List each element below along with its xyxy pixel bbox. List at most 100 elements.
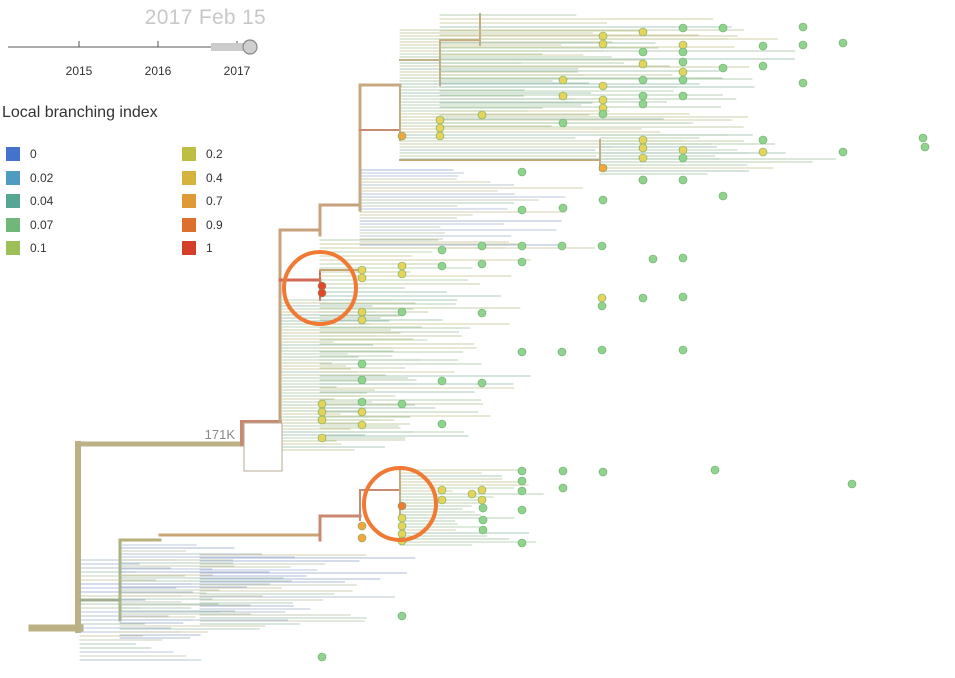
tree-tip bbox=[558, 91, 568, 101]
tree-tip bbox=[397, 261, 407, 271]
tree-tip bbox=[638, 175, 648, 185]
tree-tip bbox=[798, 78, 808, 88]
time-slider[interactable] bbox=[0, 30, 270, 80]
tick-label-2017: 2017 bbox=[223, 64, 251, 78]
legend-label: 0.1 bbox=[30, 241, 47, 255]
tree-tip bbox=[477, 241, 487, 251]
tree-tip bbox=[357, 533, 367, 543]
tree-tip bbox=[847, 479, 857, 489]
tree-tip bbox=[317, 407, 327, 417]
legend-swatch bbox=[182, 147, 196, 161]
legend-item[interactable]: 0.4 bbox=[182, 169, 223, 187]
tree-tip bbox=[597, 301, 607, 311]
legend-label: 0.04 bbox=[30, 194, 54, 208]
legend-swatch bbox=[6, 217, 20, 232]
tree-tip bbox=[678, 175, 688, 185]
legend-item[interactable]: 1 bbox=[182, 239, 213, 257]
tree-tip bbox=[678, 23, 688, 33]
tree-tip bbox=[477, 308, 487, 318]
legend-swatch bbox=[182, 217, 196, 232]
tree-tip bbox=[678, 153, 688, 163]
tree-tip bbox=[397, 269, 407, 279]
tree-tip bbox=[678, 75, 688, 85]
tree-tip bbox=[557, 347, 567, 357]
legend-item[interactable]: 0.2 bbox=[182, 145, 223, 163]
tree-tip bbox=[477, 110, 487, 120]
tree-tip bbox=[598, 195, 608, 205]
node-label: 171K bbox=[204, 427, 235, 442]
tree-tip bbox=[477, 259, 487, 269]
tree-tip bbox=[838, 38, 848, 48]
tree-tip bbox=[517, 538, 527, 548]
tree-tip bbox=[437, 245, 447, 255]
tree-tip bbox=[678, 145, 688, 155]
tick-label-2015: 2015 bbox=[65, 64, 93, 78]
legend-item[interactable]: 0.07 bbox=[6, 216, 53, 234]
tree-tip bbox=[357, 521, 367, 531]
tree-tip bbox=[638, 59, 648, 69]
legend-swatch bbox=[182, 241, 196, 255]
tree-tip bbox=[598, 109, 608, 119]
legend-item[interactable]: 0.02 bbox=[6, 169, 53, 187]
tree-tip bbox=[598, 31, 608, 41]
tree-tip bbox=[357, 273, 367, 283]
tree-tip bbox=[758, 135, 768, 145]
legend-swatch bbox=[6, 170, 20, 185]
tree-tip bbox=[435, 131, 445, 141]
tree-tip bbox=[317, 652, 327, 662]
tree-tip bbox=[598, 163, 608, 173]
tree-tip bbox=[838, 147, 848, 157]
legend-swatch bbox=[182, 170, 196, 185]
tree-tip bbox=[557, 241, 567, 251]
legend-label: 1 bbox=[206, 241, 213, 255]
tree-tip bbox=[517, 466, 527, 476]
tree-tip bbox=[598, 39, 608, 49]
legend-item[interactable]: 0 bbox=[6, 145, 37, 163]
legend-label: 0.4 bbox=[206, 170, 223, 185]
legend-item[interactable]: 0.1 bbox=[6, 239, 47, 257]
legend-item[interactable]: 0.7 bbox=[182, 192, 223, 210]
legend-swatch bbox=[6, 147, 20, 161]
tree-tip bbox=[678, 91, 688, 101]
tree-tip bbox=[517, 241, 527, 251]
tree-tip bbox=[478, 525, 488, 535]
tree-tip bbox=[477, 485, 487, 495]
legend-item[interactable]: 0.9 bbox=[182, 216, 223, 234]
legend-label: 0.07 bbox=[30, 217, 54, 232]
tree-tip bbox=[718, 23, 728, 33]
tree-tip bbox=[437, 495, 447, 505]
tree-tip bbox=[357, 265, 367, 275]
legend-swatch bbox=[6, 194, 20, 208]
tree-tip bbox=[558, 203, 568, 213]
slider-handle[interactable] bbox=[242, 39, 258, 55]
tree-tip bbox=[397, 131, 407, 141]
tree-tip bbox=[648, 254, 658, 264]
tree-tip bbox=[678, 253, 688, 263]
tree-tip bbox=[638, 99, 648, 109]
tree-tip bbox=[397, 611, 407, 621]
tree-tip bbox=[758, 61, 768, 71]
legend-label: 0.02 bbox=[30, 170, 54, 185]
tree-tip bbox=[798, 22, 808, 32]
highlight-circle bbox=[282, 250, 358, 326]
tree-tip bbox=[558, 75, 568, 85]
tree-tip bbox=[638, 143, 648, 153]
tree-tip bbox=[397, 501, 407, 511]
tree-tip bbox=[918, 133, 928, 143]
legend-swatch bbox=[6, 241, 20, 255]
tree-tip bbox=[598, 467, 608, 477]
tree-tip bbox=[317, 415, 327, 425]
tree-tip bbox=[920, 142, 930, 152]
tree-tip bbox=[678, 345, 688, 355]
tree-tip bbox=[558, 118, 568, 128]
tree-tip bbox=[437, 261, 447, 271]
highlight-circle bbox=[362, 466, 438, 542]
tree-tip bbox=[435, 123, 445, 133]
tree-tip bbox=[317, 288, 327, 298]
legend-item[interactable]: 0.04 bbox=[6, 192, 53, 210]
tree-tip bbox=[517, 167, 527, 177]
slider-range bbox=[211, 43, 250, 51]
tree-tip bbox=[517, 347, 527, 357]
tree-tip bbox=[638, 27, 648, 37]
